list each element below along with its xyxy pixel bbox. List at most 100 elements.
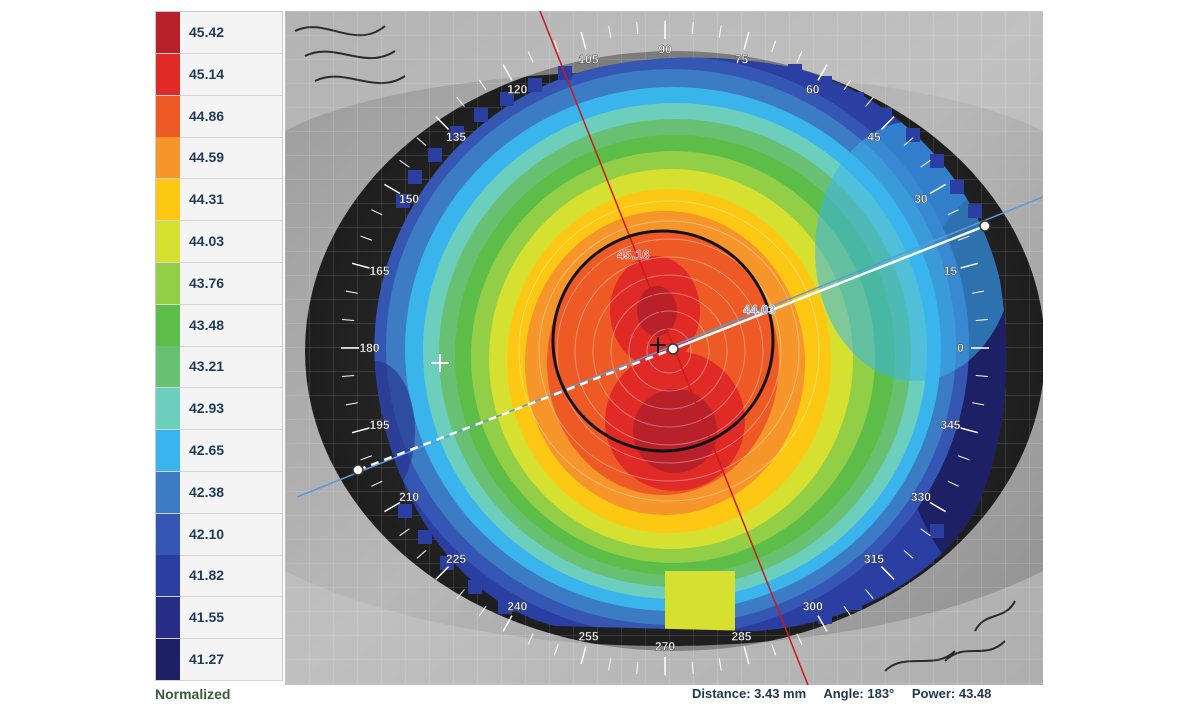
angle-label: 15 <box>944 264 958 278</box>
concentric-rings <box>518 200 820 502</box>
angle-tick <box>771 40 777 53</box>
map-edge <box>396 64 982 624</box>
angle-scale: 0 15 30 45 60 75 90 105 120 135 150 165 180 195 210 225… <box>341 20 989 676</box>
contour-band <box>665 571 735 631</box>
angle-tick <box>743 31 750 50</box>
measurement-start-handle[interactable] <box>352 464 364 476</box>
angle-tick <box>478 605 487 617</box>
angle-tick <box>903 137 914 146</box>
angle-tick <box>975 318 988 322</box>
legend-value: 45.42 <box>189 24 225 40</box>
edge-block <box>788 64 802 78</box>
angle-tick <box>771 643 777 656</box>
legend-value: 41.27 <box>189 651 225 667</box>
angle-tick <box>947 209 959 216</box>
angle-tick <box>960 262 979 269</box>
angle-tick <box>580 646 587 665</box>
angle-tick <box>920 528 931 537</box>
angle-tick <box>972 402 985 406</box>
central-zone-circle <box>551 229 775 453</box>
angle-tick <box>553 643 559 656</box>
angle-tick <box>880 566 895 580</box>
angle-tick <box>958 235 970 241</box>
measurement-end-handle[interactable] <box>979 220 991 232</box>
angle-tick <box>880 116 895 130</box>
edge-block <box>498 600 512 614</box>
edge-block <box>930 154 944 168</box>
legend-value: 43.21 <box>189 358 225 375</box>
legend-row: 43.21 <box>156 346 282 389</box>
legend-swatch <box>156 221 180 262</box>
angle-tick <box>416 137 427 146</box>
angle-tick <box>691 21 694 35</box>
angle-label: 45 <box>867 130 881 144</box>
edge-block <box>968 204 982 218</box>
legend-row: 44.31 <box>156 179 282 222</box>
pupil-center-crosshair <box>650 337 666 353</box>
angle-tick <box>553 40 559 53</box>
angle-label: 90 <box>658 43 672 57</box>
edge-block <box>408 170 422 184</box>
angle-tick <box>360 235 372 241</box>
angle-label: 60 <box>806 83 820 97</box>
edge-block <box>500 92 514 106</box>
flat-k-label: 44.03 <box>743 302 776 317</box>
angle-tick <box>435 566 450 580</box>
angle-tick <box>351 262 370 269</box>
concentric-ring <box>556 238 782 464</box>
angle-tick <box>608 25 612 38</box>
angle-tick <box>817 615 828 632</box>
distance-readout: Distance: 3.43 mm <box>692 686 807 701</box>
legend-row: 44.86 <box>156 95 282 138</box>
angle-tick <box>843 605 852 617</box>
legend-swatch <box>156 304 180 346</box>
angle-tick <box>435 116 450 130</box>
legend-value: 44.31 <box>189 191 225 208</box>
curvature-contours <box>374 57 1007 631</box>
angle-label: 270 <box>655 639 675 653</box>
legend-row: 43.48 <box>156 304 282 347</box>
angle-label: 225 <box>446 552 466 566</box>
legend-value: 42.38 <box>189 483 225 500</box>
legend-swatch <box>156 555 180 597</box>
concentric-ring <box>592 274 746 428</box>
angle-tick <box>384 183 401 195</box>
legend-title: Normalized <box>155 686 231 702</box>
edge-block <box>906 128 920 142</box>
legend-swatch <box>156 179 180 221</box>
angle-tick <box>384 501 401 513</box>
legend-swatch <box>156 513 180 555</box>
legend-row: 45.14 <box>156 53 282 96</box>
steep-k-label: 45.16 <box>617 247 650 262</box>
angle-tick <box>947 480 959 487</box>
angle-label: 120 <box>507 83 527 97</box>
concentric-ring <box>646 328 692 374</box>
angle-tick <box>743 646 750 665</box>
angle-tick <box>929 501 946 513</box>
edge-block <box>468 580 482 594</box>
edge-block <box>450 126 464 140</box>
color-scale-legend: 45.42 45.14 44.86 44.59 44.31 44.03 43.76 43.48… <box>155 11 283 681</box>
legend-swatch <box>156 346 180 388</box>
legend-swatch <box>156 388 180 430</box>
angle-tick <box>527 633 534 645</box>
legend-swatch <box>156 430 180 471</box>
angle-tick <box>929 183 946 195</box>
angle-tick <box>342 374 355 378</box>
angle-tick <box>920 159 931 168</box>
concentric-ring <box>538 220 800 482</box>
angle-tick <box>636 21 639 35</box>
edge-block <box>398 504 412 518</box>
angle-label: 315 <box>864 552 884 566</box>
angle-label: 330 <box>911 490 931 504</box>
legend-value: 43.76 <box>189 274 225 291</box>
topography-map[interactable]: 0 15 30 45 60 75 90 105 120 135 150 165 180 195 210 225… <box>285 11 1043 685</box>
angle-tick <box>371 480 383 487</box>
edge-block <box>930 524 944 538</box>
angle-label: 165 <box>370 264 390 278</box>
angle-tick <box>608 658 612 671</box>
angle-tick <box>345 290 358 294</box>
angle-label: 0 <box>957 341 964 355</box>
measurement-center-handle[interactable] <box>667 343 679 355</box>
legend-value: 41.55 <box>189 609 225 626</box>
